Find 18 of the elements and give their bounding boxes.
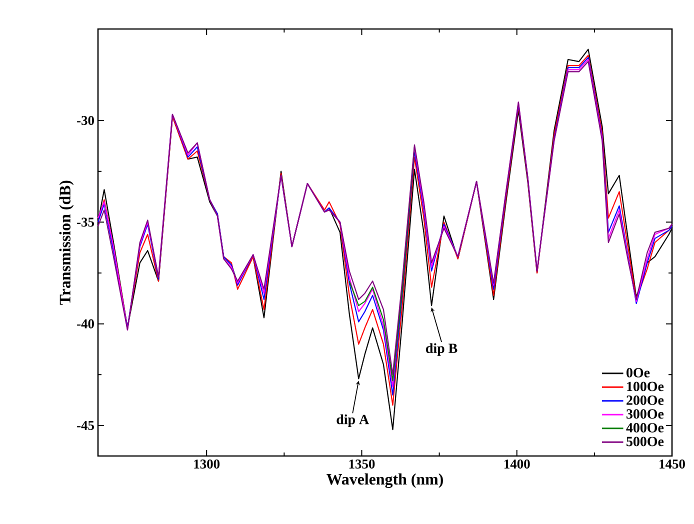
- x-tick-label: 1450: [660, 460, 685, 469]
- x-tick-label: 1350: [349, 460, 375, 469]
- x-tick-label: 1300: [194, 460, 220, 469]
- annotation: dip A: [336, 414, 369, 428]
- y-tick-label: -30: [77, 116, 94, 126]
- x-axis-title: Wavelength (nm): [326, 473, 443, 488]
- legend-label: 500Oe: [626, 436, 664, 446]
- y-tick-label: -35: [77, 218, 94, 227]
- legend-label: 400Oe: [626, 423, 664, 432]
- legend-label: 0Oe: [626, 368, 650, 378]
- y-tick-label: -45: [77, 421, 94, 430]
- annotation: dip B: [426, 343, 458, 356]
- legend-label: 300Oe: [626, 409, 664, 419]
- x-tick-label: 1400: [504, 460, 530, 469]
- legend-label: 100Oe: [627, 382, 664, 392]
- y-tick-label: -40: [77, 319, 94, 328]
- legend-label: 200Oe: [626, 396, 664, 405]
- y-axis-title: Transmission (dB): [59, 180, 74, 305]
